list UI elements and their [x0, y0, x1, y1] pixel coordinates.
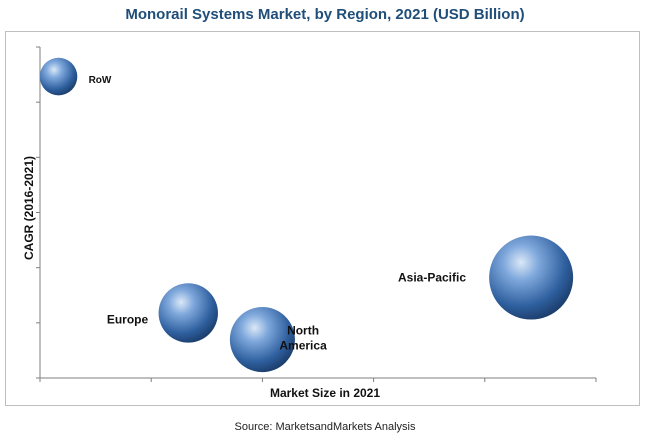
bubbles-layer	[39, 57, 574, 373]
bubble-label-asia-pacific: Asia-Pacific	[398, 271, 466, 285]
axes	[36, 46, 597, 382]
bubble-label-europe: Europe	[107, 312, 149, 326]
chart-title: Monorail Systems Market, by Region, 2021…	[125, 6, 525, 23]
x-axis-title: Market Size in 2021	[270, 386, 380, 400]
bubble-north-america	[229, 307, 295, 373]
plot-frame	[5, 31, 640, 406]
bubble-europe	[158, 283, 218, 343]
bubble-label-row: RoW	[89, 75, 112, 86]
bubble-label-north-america: North America	[279, 323, 327, 352]
y-axis-title: CAGR (2016-2021)	[22, 156, 36, 260]
bubble-row	[39, 57, 78, 96]
source-note: Source: MarketsandMarkets Analysis	[234, 421, 416, 433]
bubble-labels-layer: RoW Europe North America Asia-Pacific	[89, 75, 467, 352]
bubble-asia-pacific	[489, 235, 574, 320]
